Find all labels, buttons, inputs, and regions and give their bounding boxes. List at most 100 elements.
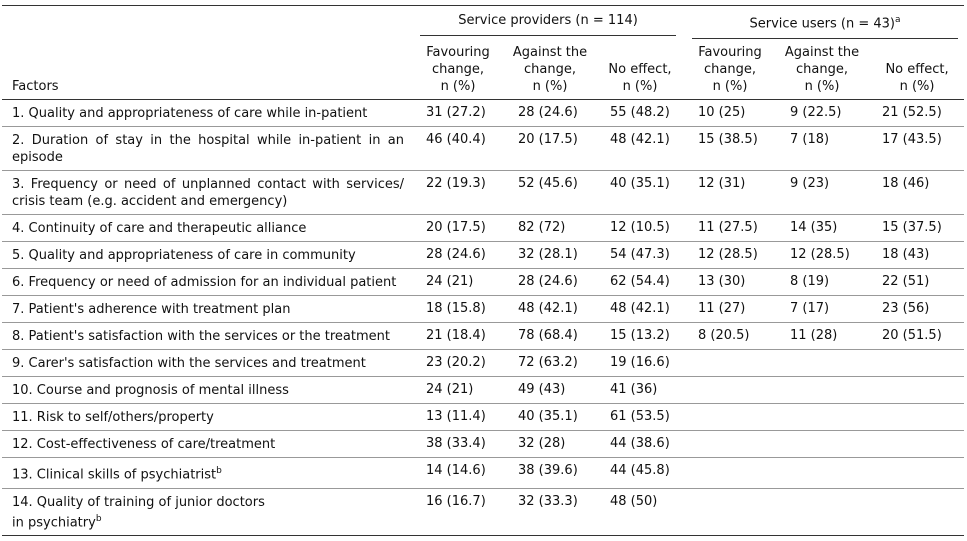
empty-cell bbox=[866, 431, 964, 458]
column-header: Favouring change, n (%) bbox=[698, 45, 762, 95]
value-cell: 61 (53.5) bbox=[610, 409, 670, 425]
factor-cell: 4. Continuity of care and therapeutic al… bbox=[2, 215, 410, 242]
value-cell: 48 (42.1) bbox=[610, 301, 670, 317]
empty-cell bbox=[866, 404, 964, 431]
column-header: Against the change, n (%) bbox=[784, 45, 860, 95]
value-cell: 62 (54.4) bbox=[610, 274, 670, 290]
factor-cell: 13. Clinical skills of psychiatristb bbox=[2, 458, 410, 488]
value-cell: 32 (28.1) bbox=[518, 247, 578, 263]
value-cell: 13 (11.4) bbox=[426, 409, 486, 425]
value-cell: 23 (56) bbox=[882, 301, 930, 317]
empty-cell bbox=[774, 404, 866, 431]
value-cell: 48 (50) bbox=[610, 493, 658, 509]
value-cell: 13 (30) bbox=[698, 274, 746, 290]
table-row: 7. Patient's adherence with treatment pl… bbox=[2, 295, 965, 323]
value-cell: 21 (52.5) bbox=[882, 105, 942, 121]
factor-cell: 2. Duration of stay in the hospital whil… bbox=[2, 127, 410, 171]
empty-cell bbox=[866, 350, 964, 377]
value-cell: 14 (35) bbox=[790, 220, 838, 236]
value-cell: 22 (19.3) bbox=[426, 176, 486, 192]
table-row: 2. Duration of stay in the hospital whil… bbox=[2, 126, 965, 171]
value-cell: 41 (36) bbox=[610, 382, 658, 398]
value-cell: 24 (21) bbox=[426, 274, 474, 290]
value-cell: 24 (21) bbox=[426, 382, 474, 398]
factor-text: 9. Carer's satisfaction with the service… bbox=[12, 356, 366, 372]
factor-text: 5. Quality and appropriateness of care i… bbox=[12, 248, 356, 264]
value-cell: 12 (28.5) bbox=[698, 247, 758, 263]
value-cell: 22 (51) bbox=[882, 274, 930, 290]
value-cell: 8 (19) bbox=[790, 274, 830, 290]
group-header: Service users (n = 43)a bbox=[682, 6, 964, 40]
factor-cell: 3. Frequency or need of unplanned contac… bbox=[2, 171, 410, 215]
table-row: 9. Carer's satisfaction with the service… bbox=[2, 349, 965, 377]
value-cell: 44 (45.8) bbox=[610, 463, 670, 479]
value-cell: 12 (31) bbox=[698, 176, 746, 192]
value-cell: 12 (28.5) bbox=[790, 247, 850, 263]
value-cell: 19 (16.6) bbox=[610, 355, 670, 371]
value-cell: 11 (28) bbox=[790, 328, 838, 344]
value-cell: 7 (18) bbox=[790, 132, 830, 148]
factor-cell: 12. Cost-effectiveness of care/treatment bbox=[2, 431, 410, 458]
value-cell: 28 (24.6) bbox=[426, 247, 486, 263]
table-row: 10. Course and prognosis of mental illne… bbox=[2, 376, 965, 404]
value-cell: 28 (24.6) bbox=[518, 105, 578, 121]
value-cell: 40 (35.1) bbox=[518, 409, 578, 425]
factor-text: 14. Quality of training of junior doctor… bbox=[12, 494, 265, 530]
column-header: Against the change, n (%) bbox=[512, 45, 588, 95]
value-cell: 14 (14.6) bbox=[426, 463, 486, 479]
value-cell: 32 (33.3) bbox=[518, 493, 578, 509]
factor-text: 7. Patient's adherence with treatment pl… bbox=[12, 302, 291, 318]
table-row: 4. Continuity of care and therapeutic al… bbox=[2, 214, 965, 242]
value-cell: 32 (28) bbox=[518, 436, 566, 452]
value-cell: 9 (22.5) bbox=[790, 105, 842, 121]
empty-cell bbox=[774, 458, 866, 488]
factor-cell: 7. Patient's adherence with treatment pl… bbox=[2, 296, 410, 323]
value-cell: 20 (17.5) bbox=[426, 220, 486, 236]
empty-cell bbox=[774, 377, 866, 404]
group-row: Service providers (n = 114) Service user… bbox=[2, 6, 964, 40]
value-cell: 18 (15.8) bbox=[426, 301, 486, 317]
data-table: Service providers (n = 114) Service user… bbox=[2, 5, 965, 536]
factor-cell: 1. Quality and appropriateness of care w… bbox=[2, 100, 410, 127]
factor-cell: 6. Frequency or need of admission for an… bbox=[2, 269, 410, 296]
value-cell: 20 (17.5) bbox=[518, 132, 578, 148]
factor-text: 12. Cost-effectiveness of care/treatment bbox=[12, 437, 276, 453]
value-cell: 12 (10.5) bbox=[610, 220, 670, 236]
column-header: No effect, n (%) bbox=[885, 62, 949, 95]
table-row: 14. Quality of training of junior doctor… bbox=[2, 488, 965, 535]
value-cell: 82 (72) bbox=[518, 220, 566, 236]
factor-cell: 11. Risk to self/others/property bbox=[2, 404, 410, 431]
value-cell: 72 (63.2) bbox=[518, 355, 578, 371]
value-cell: 31 (27.2) bbox=[426, 105, 486, 121]
page: Service providers (n = 114) Service user… bbox=[0, 5, 967, 541]
footnote-mark: b bbox=[216, 466, 222, 477]
value-cell: 7 (17) bbox=[790, 301, 830, 317]
value-cell: 10 (25) bbox=[698, 105, 746, 121]
factor-cell: 10. Course and prognosis of mental illne… bbox=[2, 377, 410, 404]
value-cell: 18 (43) bbox=[882, 247, 930, 263]
value-cell: 28 (24.6) bbox=[518, 274, 578, 290]
value-cell: 8 (20.5) bbox=[698, 328, 750, 344]
footnote-mark: b bbox=[95, 513, 102, 524]
empty-cell bbox=[682, 404, 774, 431]
value-cell: 20 (51.5) bbox=[882, 328, 942, 344]
value-cell: 78 (68.4) bbox=[518, 328, 578, 344]
empty-cell bbox=[774, 488, 866, 535]
value-cell: 54 (47.3) bbox=[610, 247, 670, 263]
blank bbox=[2, 6, 410, 40]
empty-cell bbox=[682, 377, 774, 404]
value-cell: 55 (48.2) bbox=[610, 105, 670, 121]
table-header: Service providers (n = 114) Service user… bbox=[2, 6, 964, 100]
table-row: 1. Quality and appropriateness of care w… bbox=[2, 99, 965, 127]
factor-text: 2. Duration of stay in the hospital whil… bbox=[12, 133, 404, 166]
table-row: 3. Frequency or need of unplanned contac… bbox=[2, 170, 965, 215]
empty-cell bbox=[682, 350, 774, 377]
value-cell: 17 (43.5) bbox=[882, 132, 942, 148]
value-cell: 44 (38.6) bbox=[610, 436, 670, 452]
value-cell: 21 (18.4) bbox=[426, 328, 486, 344]
factor-text: 4. Continuity of care and therapeutic al… bbox=[12, 221, 307, 237]
value-cell: 16 (16.7) bbox=[426, 493, 486, 509]
value-cell: 52 (45.6) bbox=[518, 176, 578, 192]
table-row: 8. Patient's satisfaction with the servi… bbox=[2, 322, 965, 350]
value-cell: 49 (43) bbox=[518, 382, 566, 398]
